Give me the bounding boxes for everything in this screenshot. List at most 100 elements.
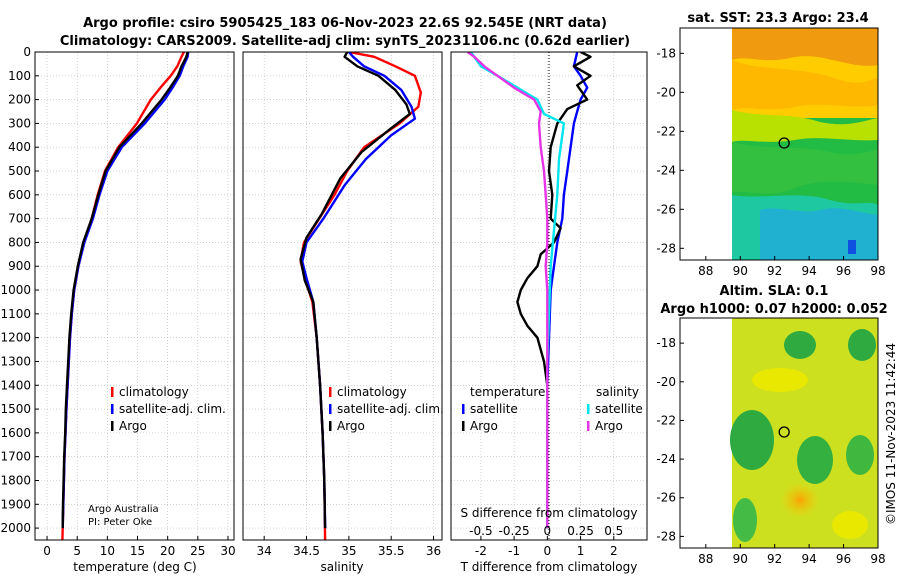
y-tick-label: 1900 <box>0 497 31 511</box>
s-tick-label: 0 <box>544 524 552 538</box>
y-tick-label: 300 <box>8 116 31 130</box>
sst-yellow-green-band <box>732 110 878 142</box>
x-tick-label: 0 <box>544 544 552 558</box>
difference-axes-box <box>450 51 648 541</box>
map-y-tick-label: -20 <box>656 375 676 389</box>
x-tick-label: 15 <box>130 544 145 558</box>
s-tick-label: 0.5 <box>604 524 623 538</box>
map-x-tick-label: 92 <box>767 264 782 278</box>
map-x-tick-label: 90 <box>733 264 748 278</box>
sst-map-title: sat. SST: 23.3 Argo: 23.4 <box>687 11 868 26</box>
map-x-tick-label: 92 <box>767 552 782 566</box>
timestamp: ©IMOS 11-Nov-2023 11:42:44 <box>884 343 898 525</box>
salinity-grid <box>243 51 442 540</box>
s-tick-label: -0.25 <box>499 524 530 538</box>
y-tick-label: 600 <box>8 188 31 202</box>
legend-s-satellite-swatch <box>587 404 590 414</box>
s-tick-label: -0.5 <box>469 524 492 538</box>
y-tick-label: 0 <box>23 45 31 59</box>
map-y-tick-label: -18 <box>656 46 676 60</box>
s-difference-label: S difference from climatology <box>461 506 638 520</box>
legend-climatology-label: climatology <box>119 385 189 399</box>
s-tick-label: 0.25 <box>567 524 594 538</box>
y-tick-label: 1500 <box>0 402 31 416</box>
salinity-xlabel: salinity <box>320 560 363 574</box>
difference-legend-salinity: salinity satellite Argo <box>587 385 643 433</box>
legend-temperature-title: temperature <box>470 385 545 399</box>
map-x-tick-label: 94 <box>801 264 816 278</box>
sla-low-3 <box>730 410 774 470</box>
sst-cooler-region <box>760 208 878 260</box>
legend-satellite-label: satellite-adj. clim. <box>119 402 226 416</box>
legend-s-argo-swatch <box>587 421 590 431</box>
temperature-xlabel: temperature (deg C) <box>73 560 196 574</box>
sla-map: Altim. SLA: 0.1 Argo h1000: 0.07 h2000: … <box>656 284 887 566</box>
y-tick-label: 700 <box>8 212 31 226</box>
temperature-x-ticks: 0 5 10 15 20 25 30 <box>43 536 236 558</box>
temperature-grid <box>35 51 234 540</box>
x-tick-label: 35 <box>341 544 356 558</box>
legend-t-satellite-swatch <box>462 404 465 414</box>
legend-salinity-title: salinity <box>596 385 639 399</box>
x-tick-label: 36 <box>426 544 441 558</box>
map-y-tick-label: -26 <box>656 202 676 216</box>
sst-profile-marker <box>778 137 790 149</box>
sla-low-6 <box>733 498 757 542</box>
y-tick-label: 1300 <box>0 354 31 368</box>
map-x-tick-label: 88 <box>698 552 713 566</box>
sst-hot-region <box>732 28 878 66</box>
y-tick-label: 100 <box>8 69 31 83</box>
map-x-tick-label: 90 <box>733 552 748 566</box>
map-x-tick-label: 96 <box>836 552 851 566</box>
map-y-tick-label: -28 <box>656 241 676 255</box>
sla-map-ticks: 88 90 92 94 96 98 -18 -20 -22 -24 -26 -28 <box>656 336 885 566</box>
sst-green-band <box>732 142 878 194</box>
legend-t-argo-swatch <box>462 421 465 431</box>
y-tick-label: 500 <box>8 164 31 178</box>
legend-argo-label: Argo <box>337 419 365 433</box>
x-tick-label: -1 <box>508 544 520 558</box>
y-tick-label: 900 <box>8 259 31 273</box>
legend-satellite-label: satellite-adj. clim. <box>337 402 444 416</box>
map-y-tick-label: -26 <box>656 491 676 505</box>
map-x-tick-label: 94 <box>801 552 816 566</box>
s-difference-ticks: -0.5 -0.25 0 0.25 0.5 <box>469 524 623 538</box>
map-x-tick-label: 98 <box>870 264 885 278</box>
legend-argo-label: Argo <box>119 419 147 433</box>
x-tick-label: 0 <box>43 544 51 558</box>
t-difference-xlabel: T difference from climatology <box>460 560 638 574</box>
y-tick-label: 1000 <box>0 283 31 297</box>
map-y-tick-label: -28 <box>656 529 676 543</box>
x-tick-label: 2 <box>610 544 618 558</box>
sla-map-title-2: Argo h1000: 0.07 h2000: 0.052 <box>660 302 887 317</box>
difference-legend-temperature: temperature satellite Argo <box>462 385 545 433</box>
y-tick-label: 1800 <box>0 473 31 487</box>
map-y-tick-label: -18 <box>656 336 676 350</box>
difference-lines <box>466 52 592 529</box>
legend-argo-swatch <box>329 421 332 431</box>
legend-t-satellite-label: satellite <box>470 402 518 416</box>
legend-argo-swatch <box>111 421 114 431</box>
x-tick-label: 1 <box>577 544 585 558</box>
y-tick-label: 400 <box>8 140 31 154</box>
sla-high-3 <box>832 511 868 539</box>
x-tick-label: 35.5 <box>378 544 405 558</box>
sla-map-title-1: Altim. SLA: 0.1 <box>720 284 829 299</box>
temperature-lines <box>61 52 190 540</box>
x-tick-label: 34 <box>257 544 272 558</box>
title-line-2: Climatology: CARS2009. Satellite-adj cli… <box>60 34 630 49</box>
legend-satellite-swatch <box>111 404 114 414</box>
salinity-axes-box <box>242 51 443 541</box>
temperature-legend: climatology satellite-adj. clim. Argo <box>111 385 226 433</box>
sla-field <box>730 318 878 548</box>
y-tick-label: 1200 <box>0 331 31 345</box>
t-difference-x-ticks: -2 -1 0 1 2 <box>475 536 618 558</box>
map-x-tick-label: 88 <box>698 264 713 278</box>
sla-low-4 <box>797 436 833 484</box>
legend-s-argo-label: Argo <box>595 419 623 433</box>
salinity-legend: climatology satellite-adj. clim. Argo <box>329 385 444 433</box>
sla-profile-marker <box>778 426 790 438</box>
salinity-lines <box>299 52 422 540</box>
y-tick-label: 1700 <box>0 450 31 464</box>
series-line-argo <box>61 52 189 529</box>
